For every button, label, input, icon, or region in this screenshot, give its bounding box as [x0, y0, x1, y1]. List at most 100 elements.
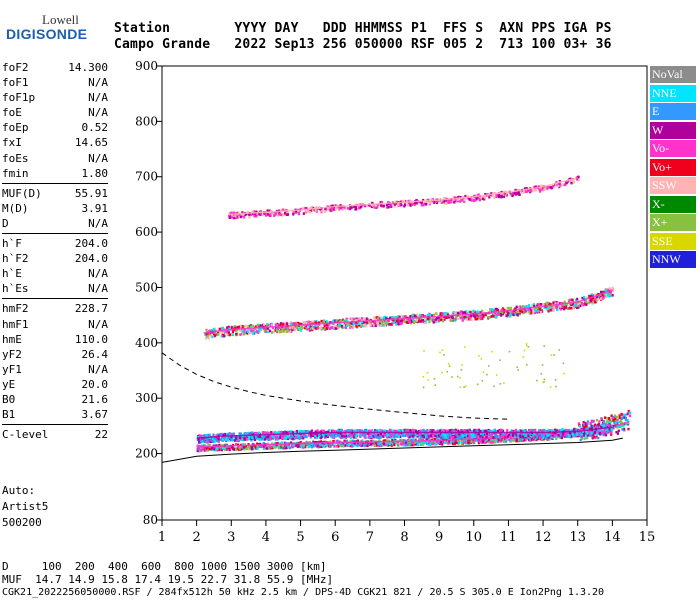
echo-mark: [412, 321, 416, 325]
echo-mark: [615, 430, 618, 434]
echo-mark: [294, 328, 297, 331]
param-row: yE 20.0: [2, 377, 108, 392]
echo-mark: [239, 329, 242, 332]
echo-mark: [527, 304, 531, 307]
echo-mark: [594, 436, 597, 439]
echo-mark: [456, 199, 459, 203]
echo-mark: [534, 307, 537, 310]
echo-mark: [372, 324, 375, 327]
echo-mark: [331, 326, 334, 329]
echo-mark: [487, 315, 490, 319]
echo-mark: [221, 331, 224, 334]
echo-mark: [466, 314, 469, 318]
echo-mark: [262, 442, 265, 445]
echo-mark: [258, 329, 261, 333]
echo-mark: [618, 425, 621, 429]
echo-mark: [237, 445, 240, 449]
echo-mark: [437, 434, 441, 437]
echo-mark: [510, 436, 513, 440]
echo-mark: [456, 439, 459, 442]
header-values: Campo Grande 2022 Sep13 256 050000 RSF 0…: [114, 37, 612, 52]
echo-mark: [239, 333, 242, 336]
echo-mark: [600, 417, 603, 420]
echo-mark: [388, 429, 391, 433]
echo-mark: [446, 441, 449, 445]
echo-mark: [206, 437, 209, 441]
echo-mark: [351, 439, 355, 443]
echo-mark: [556, 435, 559, 439]
echo-mark: [539, 310, 543, 314]
echo-mark: [404, 443, 407, 446]
echo-mark: [259, 442, 262, 446]
echo-mark: [206, 449, 209, 452]
echo-mark: [424, 317, 427, 320]
echo-mark: [500, 428, 503, 432]
echo-mark: [218, 447, 221, 450]
echo-mark: [542, 303, 545, 306]
echo-mark: [311, 444, 314, 448]
echo-mark: [242, 446, 246, 449]
echo-mark: [349, 436, 352, 439]
echo-mark: [386, 442, 389, 445]
param-name: hmF1: [2, 317, 29, 331]
echo-mark: [472, 435, 475, 439]
echo-mark: [254, 434, 257, 438]
echo-mark: [278, 444, 281, 447]
echo-mark: [276, 436, 279, 440]
echo-mark: [354, 435, 357, 439]
echo-mark: [591, 436, 594, 440]
echo-mark: [515, 439, 518, 443]
echo-mark: [349, 430, 352, 433]
echo-mark: [547, 309, 550, 313]
echo-mark: [462, 311, 465, 315]
echo-mark: [313, 320, 316, 323]
echo-mark: [266, 327, 269, 330]
echo-mark: [350, 433, 353, 436]
echo-mark: [587, 301, 590, 305]
echo-mark: [352, 325, 355, 328]
echo-mark: [604, 430, 607, 434]
echo-mark: [377, 442, 380, 445]
echo-mark: [384, 441, 387, 445]
echo-mark: [342, 436, 345, 439]
echo-mark: [271, 326, 275, 330]
echo-mark: [492, 439, 495, 442]
echo-mark: [481, 309, 484, 313]
echo-mark: [479, 433, 482, 436]
echo-mark: [591, 296, 594, 300]
echo-mark: [547, 428, 550, 432]
echo-mark: [519, 438, 522, 442]
param-row: hmF1 N/A: [2, 317, 108, 332]
y-tick-label: 500: [135, 280, 158, 294]
param-name: fmin: [2, 166, 29, 180]
echo-mark: [427, 436, 430, 439]
echo-mark: [412, 428, 415, 432]
echo-mark: [231, 333, 235, 337]
echo-mark: [345, 317, 348, 321]
echo-mark: [372, 322, 376, 326]
x-tick-label: 12: [535, 530, 552, 545]
echo-mark: [430, 435, 434, 439]
echo-mark: [249, 447, 252, 451]
echo-mark: [574, 304, 577, 307]
echo-mark: [378, 439, 381, 442]
echo-mark: [416, 435, 419, 438]
echo-mark: [414, 320, 417, 324]
echo-mark: [277, 430, 280, 434]
echo-mark: [610, 414, 613, 417]
echo-mark: [584, 428, 587, 431]
echo-mark: [325, 320, 328, 323]
echo-mark: [533, 308, 536, 311]
param-name: h`F: [2, 237, 22, 251]
echo-mark: [613, 417, 617, 421]
echo-mark: [605, 423, 608, 426]
echo-mark: [365, 432, 368, 435]
echo-mark: [212, 331, 215, 334]
echo-mark: [320, 328, 323, 331]
echo-mark: [254, 325, 257, 328]
echo-mark: [555, 433, 558, 437]
echo-mark: [501, 311, 504, 315]
echo-mark: [527, 436, 530, 439]
echo-mark: [403, 441, 406, 445]
echo-mark: [300, 322, 303, 326]
